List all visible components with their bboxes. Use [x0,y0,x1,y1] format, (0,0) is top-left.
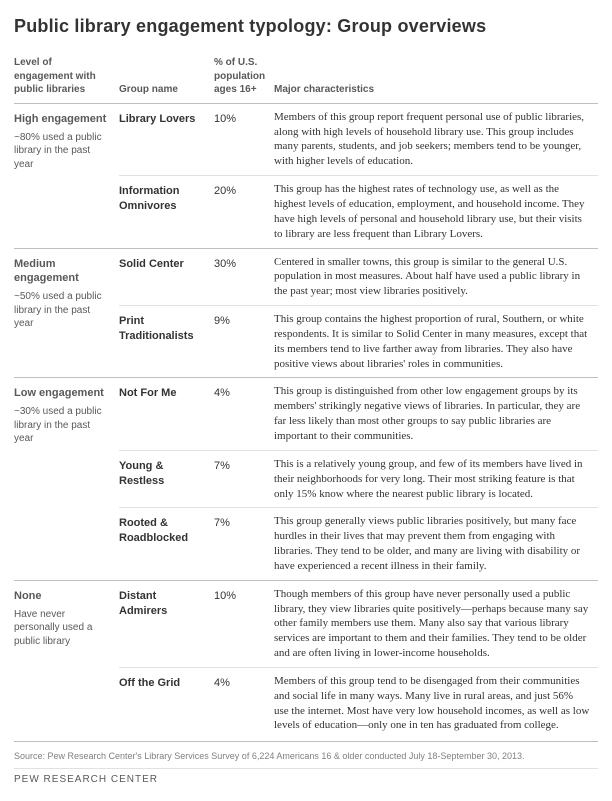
col-desc: Major characteristics [274,52,598,103]
level-cell: High engagement ~80% used a public librar… [14,103,119,248]
group-desc: This group is distinguished from other l… [274,378,598,450]
group-name: Distant Admirers [119,580,214,667]
group-pct: 4% [214,667,274,739]
group-pct: 9% [214,306,274,378]
group-pct: 4% [214,378,274,450]
group-name: Off the Grid [119,667,214,739]
level-cell: Low engagement ~30% used a public library… [14,378,119,580]
table-row: Low engagement ~30% used a public library… [14,378,598,450]
col-name: Group name [119,52,214,103]
col-pct: % of U.S. population ages 16+ [214,52,274,103]
level-note: Have never personally used a public libr… [14,609,92,647]
group-desc: This group contains the highest proporti… [274,306,598,378]
level-title: High engagement [14,112,111,127]
group-pct: 10% [214,103,274,175]
level-cell: Medium engagement ~50% used a public libr… [14,248,119,378]
level-note: ~80% used a public library in the past y… [14,132,102,170]
group-name: Solid Center [119,248,214,306]
group-desc: Members of this group tend to be disenga… [274,667,598,739]
typology-table: Level of engagement with public librarie… [14,52,598,739]
group-pct: 7% [214,508,274,580]
table-header-row: Level of engagement with public librarie… [14,52,598,103]
level-cell: None Have never personally used a public … [14,580,119,739]
group-desc: This is a relatively young group, and fe… [274,450,598,508]
group-pct: 10% [214,580,274,667]
group-desc: Though members of this group have never … [274,580,598,667]
source-note: Source: Pew Research Center's Library Se… [14,742,598,768]
level-note: ~50% used a public library in the past y… [14,291,102,329]
table-row: None Have never personally used a public … [14,580,598,667]
level-title: Medium engagement [14,257,111,287]
col-level: Level of engagement with public librarie… [14,52,119,103]
group-desc: This group generally views public librar… [274,508,598,580]
brand-label: PEW RESEARCH CENTER [14,768,598,793]
level-note: ~30% used a public library in the past y… [14,406,102,444]
group-name: Library Lovers [119,103,214,175]
table-row: High engagement ~80% used a public librar… [14,103,598,175]
level-title: None [14,589,111,604]
group-name: Not For Me [119,378,214,450]
group-desc: Centered in smaller towns, this group is… [274,248,598,306]
group-desc: This group has the highest rates of tech… [274,176,598,248]
group-name: Print Traditionalists [119,306,214,378]
group-desc: Members of this group report frequent pe… [274,103,598,175]
group-name: Rooted & Roadblocked [119,508,214,580]
level-title: Low engagement [14,386,111,401]
group-name: Young & Restless [119,450,214,508]
group-pct: 20% [214,176,274,248]
group-pct: 30% [214,248,274,306]
table-row: Medium engagement~50% used a public libr… [14,248,598,306]
page-title: Public library engagement typology: Grou… [14,14,598,38]
group-pct: 7% [214,450,274,508]
group-name: Information Omnivores [119,176,214,248]
